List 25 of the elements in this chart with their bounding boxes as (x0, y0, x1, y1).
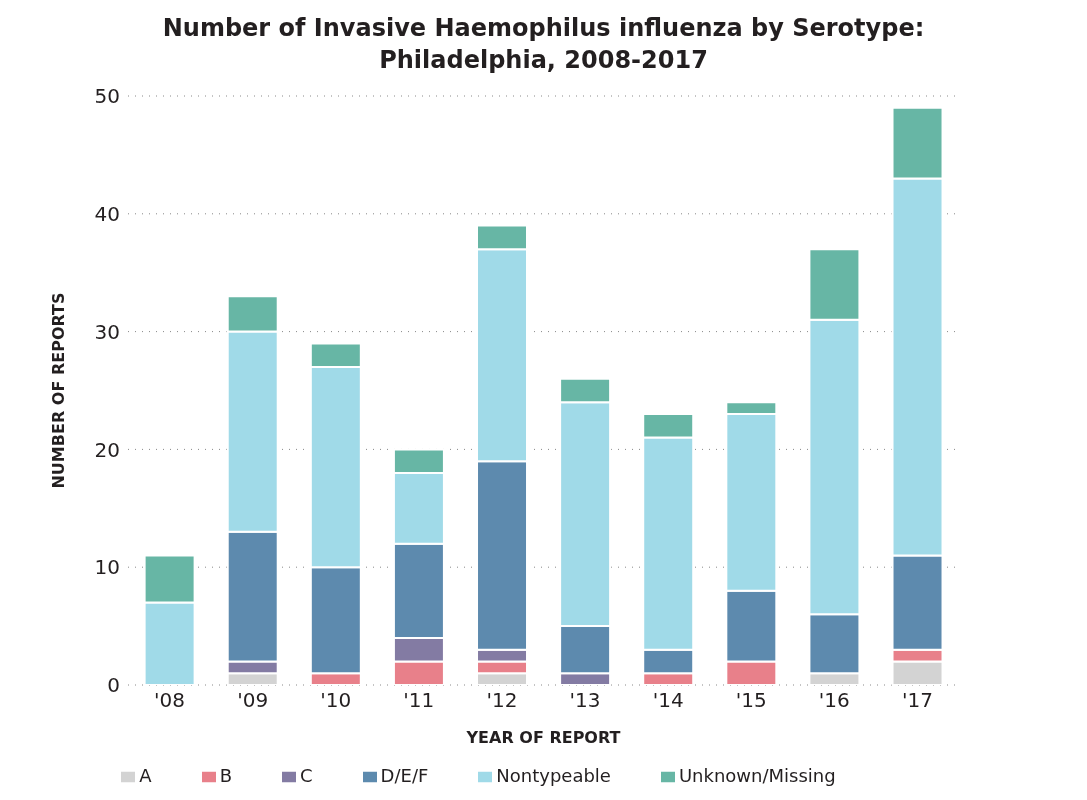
x-tick-label: '15 (735, 688, 767, 713)
y-axis-title: NUMBER OF REPORTS (48, 292, 68, 489)
y-tick-label: 20 (94, 437, 120, 462)
x-tick-label: '17 (901, 688, 933, 713)
x-tick-label: '08 (154, 688, 186, 713)
legend-label: A (139, 765, 152, 786)
y-tick-label: 40 (94, 201, 120, 226)
chart-title: Number of Invasive Haemophilus influenza by Serotype: Philadelphia, 2008-2017 (161, 13, 926, 76)
x-tick-label: '14 (652, 688, 684, 713)
x-tick-label: '13 (569, 688, 601, 713)
y-tick-label: 50 (94, 84, 120, 109)
x-axis-title: YEAR OF REPORT (465, 728, 621, 747)
legend-label: B (219, 765, 232, 786)
x-tick-label: '11 (403, 688, 435, 713)
x-tick-label: '16 (818, 688, 850, 713)
legend-label: C (300, 765, 313, 786)
x-tick-label: '12 (486, 688, 518, 713)
legend-label: Nontypeable (496, 765, 611, 786)
y-tick-label: 30 (94, 319, 120, 344)
y-tick-label: 10 (94, 555, 120, 580)
x-tick-label: '10 (320, 688, 352, 713)
x-tick-label: '09 (237, 688, 269, 713)
legend-label: D/E/F (380, 765, 429, 786)
y-tick-label: 0 (107, 673, 120, 698)
legend-label: Unknown/Missing (678, 765, 836, 786)
